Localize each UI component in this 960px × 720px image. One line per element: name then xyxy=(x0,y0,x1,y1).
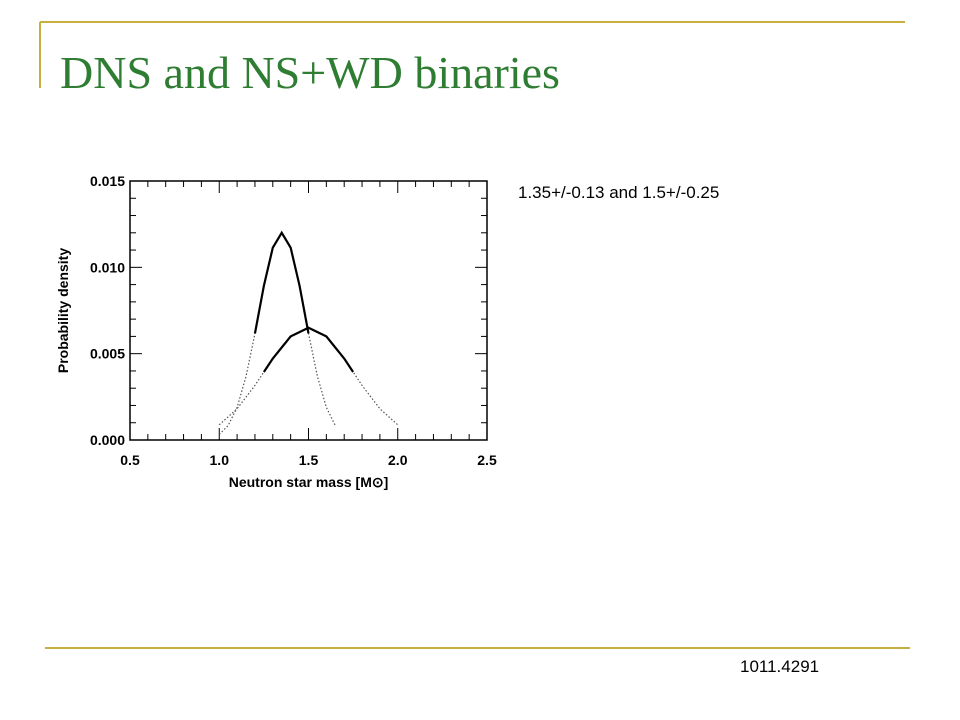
y-tick-label: 0.000 xyxy=(90,432,125,448)
slide-title: DNS and NS+WD binaries xyxy=(60,47,560,98)
x-axis-label: Neutron star mass [M⊙] xyxy=(229,474,389,490)
curve xyxy=(253,230,310,334)
plot: 0.5 1.0 1.5 2.0 2.5 0.000 0.005 0.010 0.015 Neutr… xyxy=(55,173,497,490)
x-tick-label: 2.0 xyxy=(388,452,408,468)
curve xyxy=(218,231,336,435)
plot-frame xyxy=(129,180,488,441)
y-tick-label: 0.015 xyxy=(90,173,125,189)
footer: 1011.4291 xyxy=(740,657,819,676)
curve xyxy=(218,327,399,426)
curve xyxy=(262,326,355,373)
y-tick-label: 0.010 xyxy=(90,259,125,275)
y-tick-label: 0.005 xyxy=(90,346,125,362)
y-axis-label: Probability density xyxy=(55,248,71,373)
x-tick-label: 2.5 xyxy=(477,452,497,468)
x-tick-label: 0.5 xyxy=(120,452,140,468)
x-tick-label: 1.0 xyxy=(210,452,230,468)
annotation: 1.35+/-0.13 and 1.5+/-0.25 xyxy=(518,183,719,202)
x-tick-label: 1.5 xyxy=(299,452,319,468)
